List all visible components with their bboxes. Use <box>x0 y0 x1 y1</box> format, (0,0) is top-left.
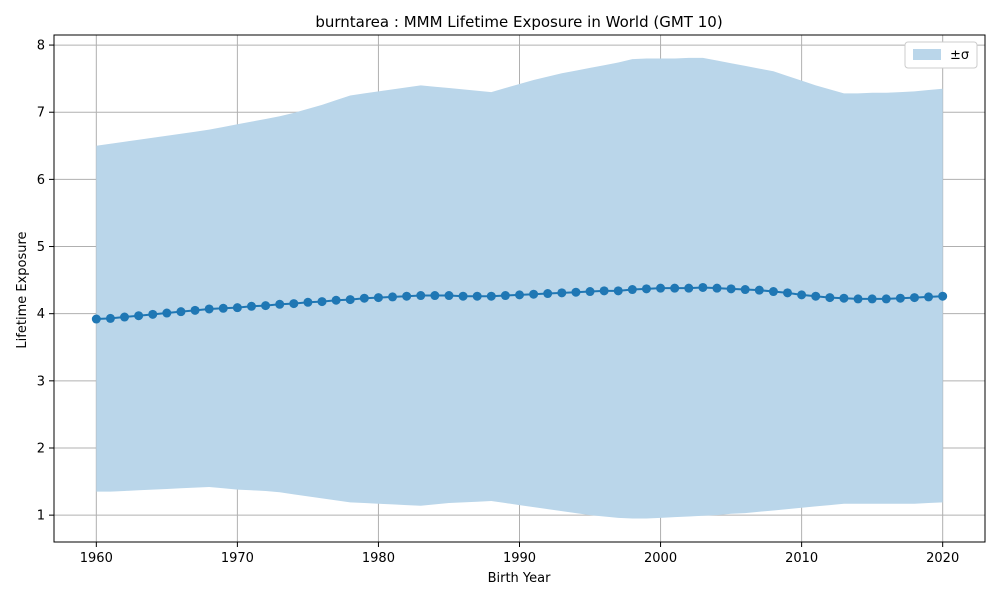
sigma-band <box>96 57 943 519</box>
x-tick-label: 1990 <box>503 551 536 566</box>
data-point <box>345 295 355 305</box>
y-tick-label: 2 <box>37 441 45 456</box>
data-point <box>373 293 383 303</box>
data-point <box>740 285 750 295</box>
data-point <box>613 286 623 296</box>
data-point <box>599 286 609 296</box>
data-point <box>754 285 764 295</box>
y-tick-label: 6 <box>37 173 45 188</box>
y-tick-label: 4 <box>37 307 45 322</box>
data-point <box>698 282 708 292</box>
data-point <box>641 284 651 294</box>
x-tick-label: 2000 <box>644 551 677 566</box>
data-point <box>825 293 835 303</box>
data-points <box>91 282 948 324</box>
data-point <box>246 301 256 311</box>
data-point <box>656 283 666 293</box>
x-tick-label: 2020 <box>926 551 959 566</box>
y-tick-label: 1 <box>37 509 45 524</box>
data-point <box>839 293 849 303</box>
data-point <box>585 287 595 297</box>
data-point <box>472 291 482 301</box>
data-point <box>712 283 722 293</box>
data-point <box>105 313 115 323</box>
legend-swatch <box>913 49 941 60</box>
data-point <box>317 297 327 307</box>
legend-label: ±σ <box>950 48 969 63</box>
data-point <box>500 291 510 301</box>
data-point <box>162 308 172 318</box>
x-tick-label: 1980 <box>362 551 395 566</box>
data-point <box>557 288 567 298</box>
data-point <box>853 294 863 304</box>
data-point <box>289 299 299 309</box>
data-point <box>895 293 905 303</box>
data-point <box>232 303 242 313</box>
data-point <box>261 301 271 311</box>
y-tick-label: 8 <box>37 39 45 54</box>
data-point <box>670 283 680 293</box>
x-axis: 1960 1970 1980 1990 2000 2010 2020 <box>80 542 959 566</box>
data-point <box>486 291 496 301</box>
x-tick-label: 2010 <box>785 551 818 566</box>
data-point <box>924 292 934 302</box>
data-point <box>416 291 426 301</box>
y-tick-label: 3 <box>37 374 45 389</box>
x-axis-label: Birth Year <box>488 571 552 586</box>
y-tick-label: 5 <box>37 240 45 255</box>
y-axis: 1 2 3 4 5 6 7 8 <box>37 39 54 524</box>
data-point <box>529 289 539 299</box>
data-point <box>148 309 158 319</box>
data-point <box>726 284 736 294</box>
x-tick-label: 1970 <box>221 551 254 566</box>
data-point <box>275 299 285 309</box>
data-point <box>571 287 581 297</box>
data-point <box>867 294 877 304</box>
data-point <box>458 291 468 301</box>
data-point <box>303 297 313 307</box>
data-point <box>91 314 101 324</box>
data-point <box>331 295 341 305</box>
data-point <box>204 304 214 314</box>
data-point <box>783 288 793 298</box>
data-point <box>388 292 398 302</box>
data-point <box>768 287 778 297</box>
data-point <box>811 291 821 301</box>
data-point <box>797 290 807 300</box>
legend: ±σ <box>904 41 978 69</box>
data-point <box>515 290 524 300</box>
data-point <box>359 293 369 303</box>
data-point <box>684 283 694 293</box>
data-point <box>909 293 919 303</box>
data-point <box>402 291 412 301</box>
data-point <box>881 294 891 304</box>
data-point <box>176 307 186 317</box>
data-point <box>134 311 144 321</box>
data-point <box>938 291 948 301</box>
y-axis-label: Lifetime Exposure <box>15 231 30 348</box>
chart-title: burntarea : MMM Lifetime Exposure in Wor… <box>315 13 722 31</box>
data-point <box>430 291 440 301</box>
data-point <box>627 285 637 295</box>
y-tick-label: 7 <box>37 106 45 121</box>
data-point <box>218 303 228 313</box>
data-point <box>120 312 130 322</box>
data-point <box>543 289 553 299</box>
data-point <box>444 291 454 301</box>
x-tick-label: 1960 <box>80 551 113 566</box>
data-point <box>190 305 200 315</box>
